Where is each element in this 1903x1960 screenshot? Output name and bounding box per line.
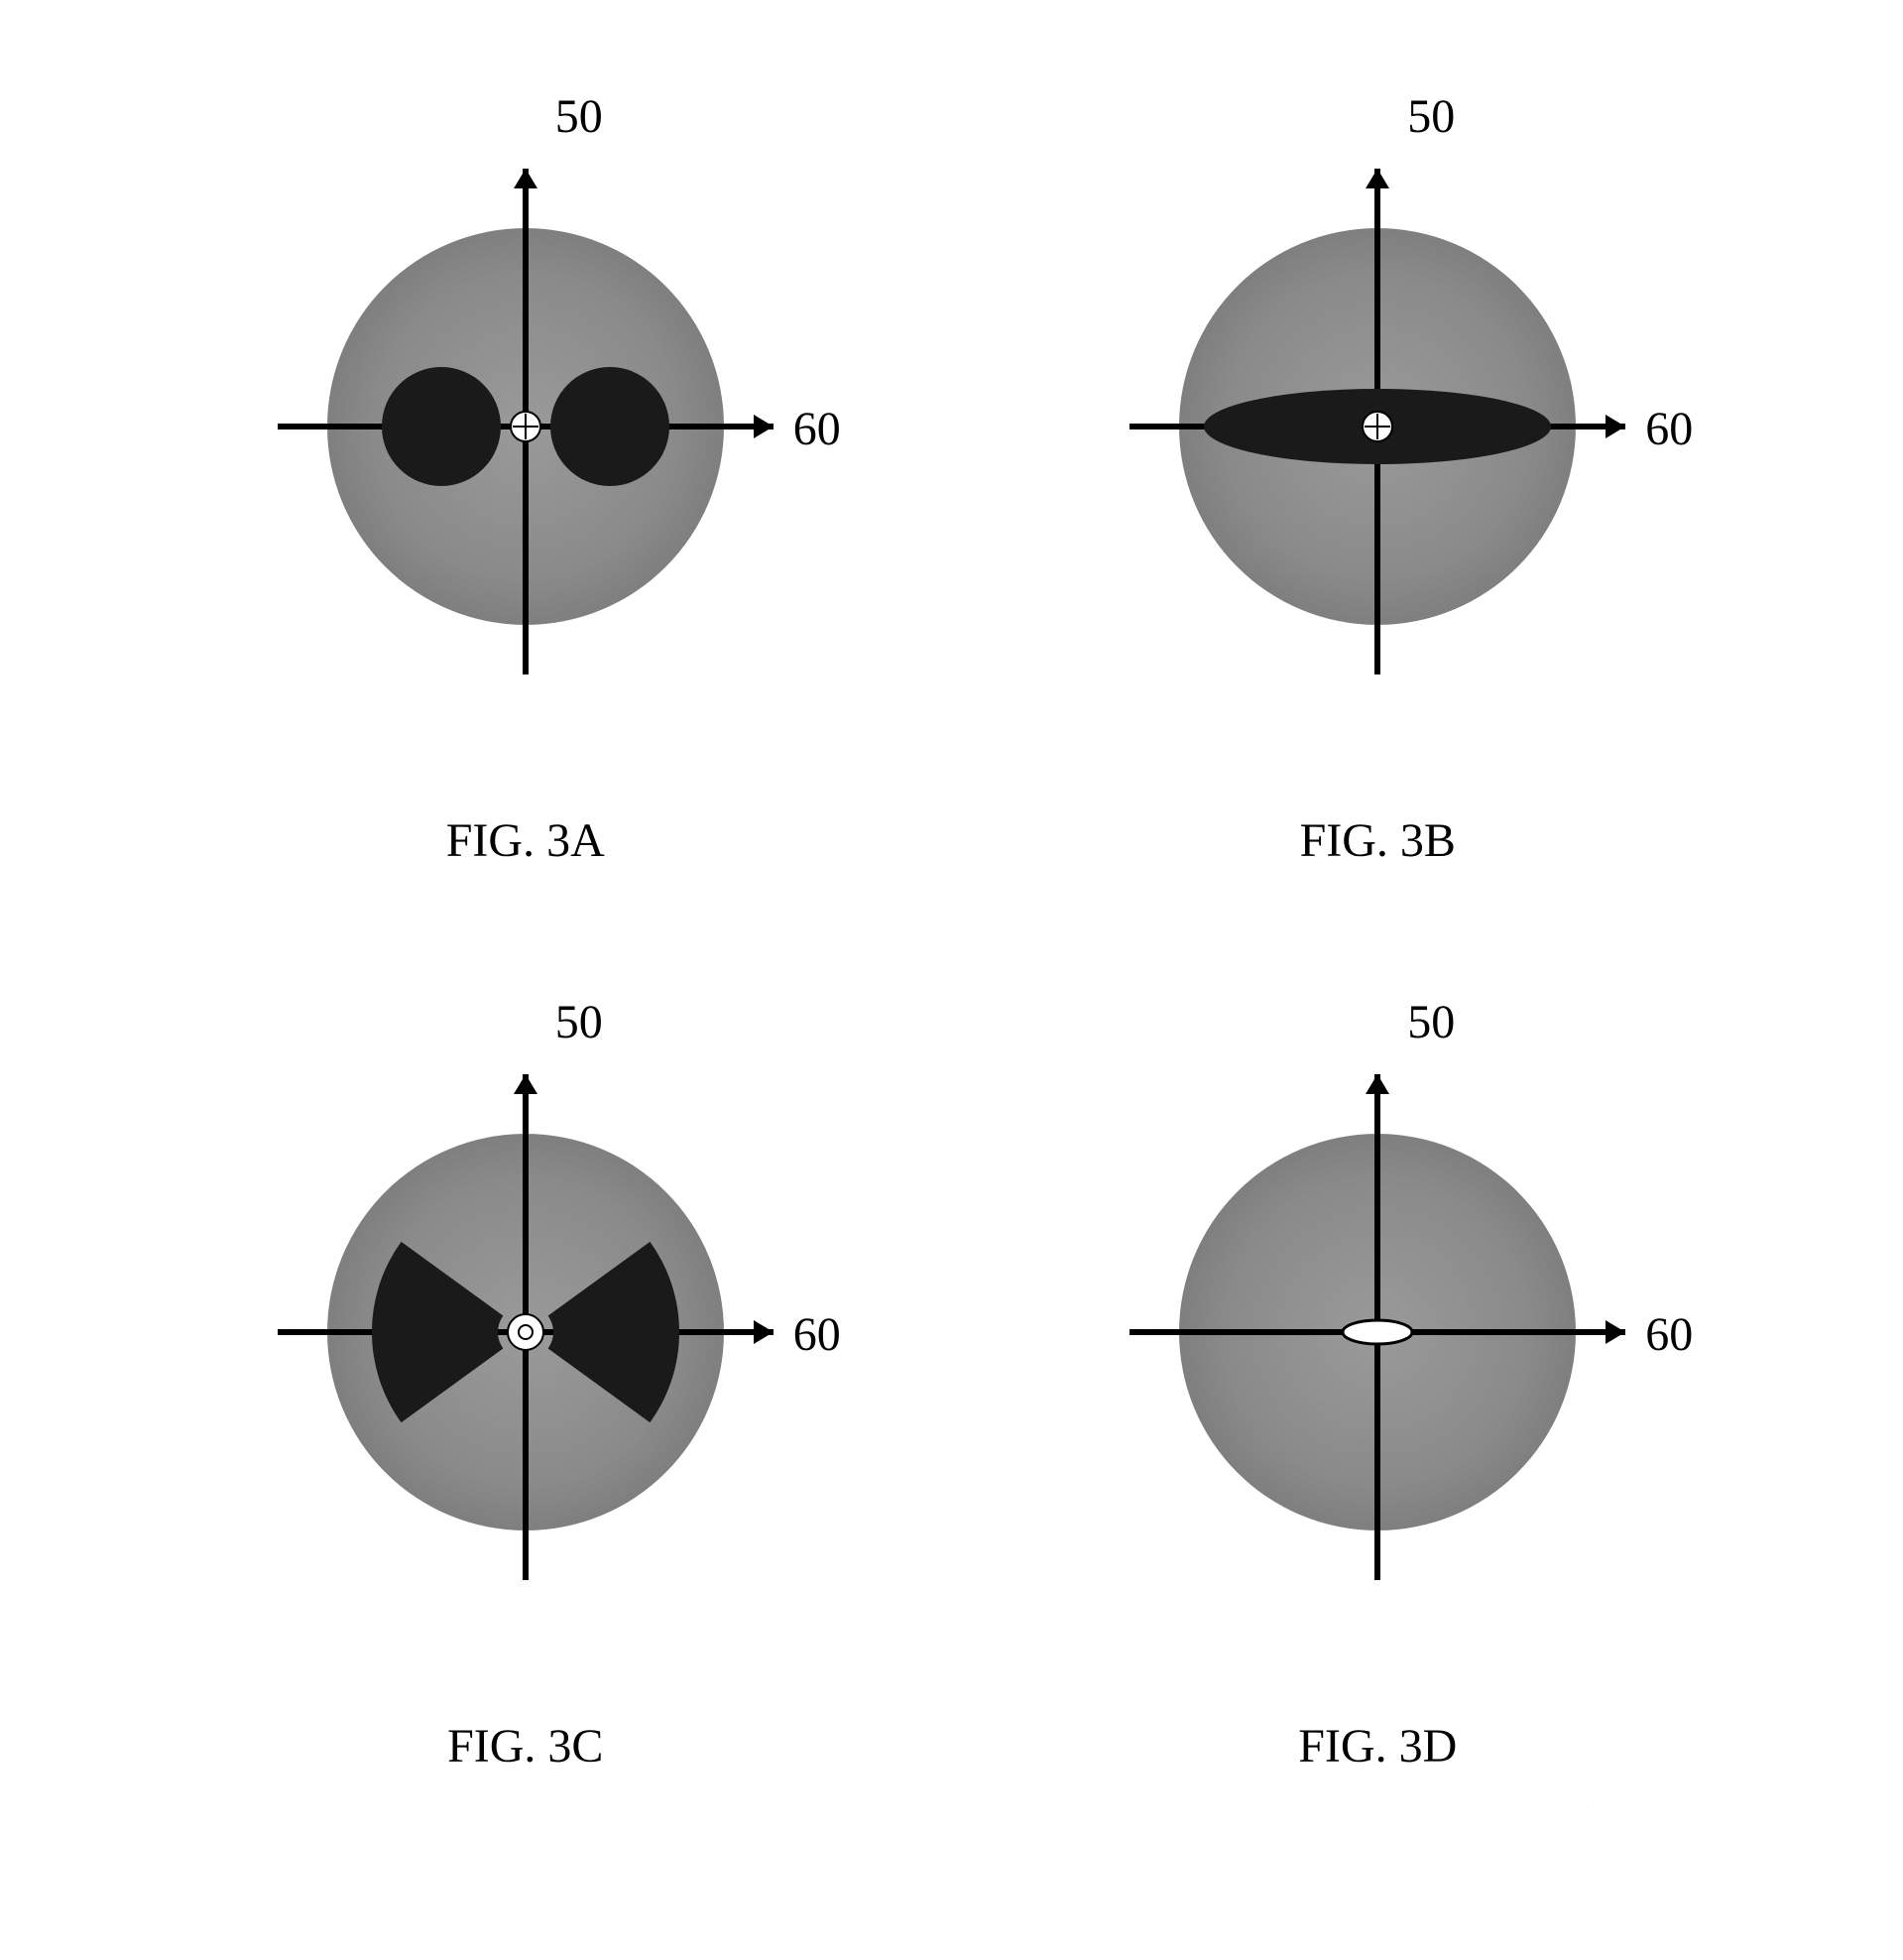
figure-3d-area: 50 60 <box>1030 985 1725 1679</box>
panel-3a: 50 60 <box>119 79 932 945</box>
figure-3b-area: 50 60 <box>1030 79 1725 774</box>
diagram-3d-svg <box>1030 985 1725 1679</box>
y-arrow-3a <box>514 169 537 188</box>
open-area-left-3a <box>382 367 501 486</box>
x-arrow-3d <box>1606 1320 1625 1344</box>
diagram-3c-svg <box>178 985 873 1679</box>
open-area-small-ellipse-3d <box>1343 1320 1412 1344</box>
y-arrow-3c <box>514 1074 537 1094</box>
open-area-right-3a <box>550 367 669 486</box>
x-arrow-3c <box>754 1320 773 1344</box>
diagram-3b-svg <box>1030 79 1725 774</box>
center-marker-inner-3c <box>519 1325 533 1339</box>
figure-3a-area: 50 60 <box>178 79 873 774</box>
y-arrow-3b <box>1366 169 1389 188</box>
panel-3b: 50 60 FIG. <box>972 79 1785 945</box>
caption-3b: FIG. 3B <box>1300 813 1456 868</box>
caption-3a: FIG. 3A <box>446 813 605 868</box>
caption-3c: FIG. 3C <box>447 1719 603 1774</box>
caption-3d: FIG. 3D <box>1298 1719 1457 1774</box>
panel-3c: 50 60 <box>119 985 932 1851</box>
x-arrow-3a <box>754 415 773 438</box>
y-arrow-3d <box>1366 1074 1389 1094</box>
x-arrow-3b <box>1606 415 1625 438</box>
figure-3c-area: 50 60 <box>178 985 873 1679</box>
figure-grid: 50 60 <box>0 0 1903 1910</box>
diagram-3a-svg <box>178 79 873 774</box>
panel-3d: 50 60 FIG. 3D <box>972 985 1785 1851</box>
